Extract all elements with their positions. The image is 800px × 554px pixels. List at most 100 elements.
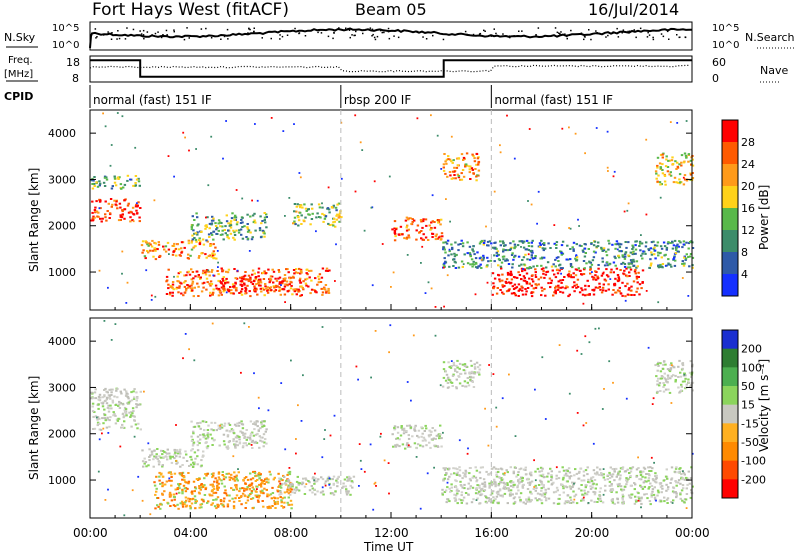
velocity-cell bbox=[173, 498, 176, 501]
velocity-noise bbox=[492, 373, 495, 375]
velocity-cell bbox=[449, 490, 452, 493]
power-cell bbox=[190, 284, 193, 287]
velocity-cell bbox=[522, 468, 526, 471]
power-cell bbox=[442, 248, 445, 251]
power-noise bbox=[132, 220, 135, 223]
velocity-cell bbox=[235, 485, 238, 488]
velocity-cell bbox=[238, 436, 241, 438]
power-cell bbox=[676, 165, 679, 168]
power-cell bbox=[511, 263, 514, 266]
velocity-cell bbox=[260, 479, 263, 482]
velocity-noise bbox=[147, 442, 150, 445]
power-noise bbox=[424, 292, 427, 294]
velocity-cell bbox=[630, 493, 633, 496]
velocity-cell bbox=[565, 469, 568, 472]
velocity-cell bbox=[198, 477, 201, 480]
power-cell bbox=[586, 279, 589, 282]
velocity-cell bbox=[648, 470, 651, 472]
power-cell bbox=[606, 261, 609, 264]
power-noise bbox=[606, 166, 609, 169]
velocity-cell bbox=[509, 466, 512, 469]
power-cell bbox=[501, 240, 505, 243]
power-cell bbox=[187, 286, 190, 289]
power-cell bbox=[446, 239, 450, 242]
velocity-cell bbox=[658, 382, 662, 384]
power-noise bbox=[685, 120, 688, 122]
power-cell bbox=[627, 266, 630, 269]
colorbar-frame bbox=[721, 119, 739, 297]
power-cell bbox=[553, 291, 556, 294]
velocity-cell bbox=[226, 503, 230, 506]
velocity-cell bbox=[689, 360, 692, 363]
power-cell bbox=[156, 248, 159, 251]
velocity-cell bbox=[120, 392, 123, 395]
power-noise bbox=[569, 227, 572, 230]
power-cell bbox=[502, 248, 505, 251]
nsearch-dot bbox=[333, 32, 335, 34]
power-cell bbox=[625, 267, 628, 270]
velocity-cell bbox=[96, 421, 100, 424]
velocity-cell bbox=[266, 493, 269, 496]
power-cell bbox=[499, 289, 502, 291]
power-cell bbox=[440, 232, 444, 235]
power-cell bbox=[172, 288, 175, 291]
power-cell bbox=[490, 242, 493, 245]
velocity-cell bbox=[244, 482, 247, 485]
velocity-cell bbox=[540, 483, 544, 486]
velocity-cell bbox=[220, 502, 223, 505]
power-noise bbox=[150, 299, 153, 301]
velocity-cell bbox=[659, 377, 662, 380]
velocity-cell bbox=[161, 453, 164, 456]
velocity-cell bbox=[512, 497, 516, 500]
power-cell bbox=[468, 252, 472, 255]
velocity-cell bbox=[185, 499, 188, 502]
velocity-cell bbox=[593, 472, 597, 475]
power-cell bbox=[394, 235, 397, 238]
power-cell bbox=[283, 279, 286, 282]
velocity-noise bbox=[374, 330, 377, 332]
power-noise bbox=[241, 197, 244, 200]
power-cell bbox=[193, 219, 196, 221]
power-cell bbox=[288, 283, 291, 286]
velocity-cell bbox=[200, 486, 203, 489]
power-cell bbox=[393, 231, 396, 234]
power-cell bbox=[635, 266, 638, 269]
velocity-cell bbox=[416, 443, 420, 446]
power-cell bbox=[633, 294, 636, 296]
power-cell bbox=[600, 246, 603, 249]
velocity-cell bbox=[168, 493, 171, 496]
velocity-cell bbox=[156, 458, 159, 460]
power-cell bbox=[204, 253, 207, 256]
velocity-cell bbox=[302, 477, 305, 480]
velocity-cell bbox=[569, 487, 573, 490]
power-cell bbox=[611, 243, 614, 246]
velocity-cell bbox=[142, 465, 145, 468]
velocity-cell bbox=[404, 447, 407, 450]
power-cell bbox=[134, 182, 137, 184]
velocity-cell bbox=[135, 399, 138, 402]
power-cell bbox=[239, 283, 242, 286]
velocity-cell bbox=[124, 408, 128, 411]
power-noise bbox=[486, 281, 489, 284]
power-cell bbox=[405, 236, 409, 239]
velocity-cell bbox=[666, 502, 669, 504]
power-cell bbox=[530, 245, 534, 248]
power-cell bbox=[234, 277, 237, 280]
power-cell bbox=[528, 282, 531, 285]
power-cell bbox=[661, 169, 664, 171]
power-cell bbox=[617, 280, 620, 283]
velocity-cell bbox=[176, 503, 179, 506]
velocity-cell bbox=[674, 374, 677, 377]
velocity-noise bbox=[495, 425, 498, 428]
velocity-cell bbox=[254, 494, 257, 497]
power-cell bbox=[498, 280, 502, 283]
power-cell bbox=[561, 286, 564, 289]
velocity-cell bbox=[101, 417, 104, 420]
power-cell bbox=[127, 202, 130, 205]
velocity-cell bbox=[228, 499, 231, 502]
power-cell bbox=[442, 246, 445, 249]
velocity-noise bbox=[211, 322, 214, 325]
power-cell bbox=[116, 176, 120, 179]
nsearch-dot bbox=[559, 33, 561, 35]
nsearch-dot bbox=[684, 36, 687, 39]
